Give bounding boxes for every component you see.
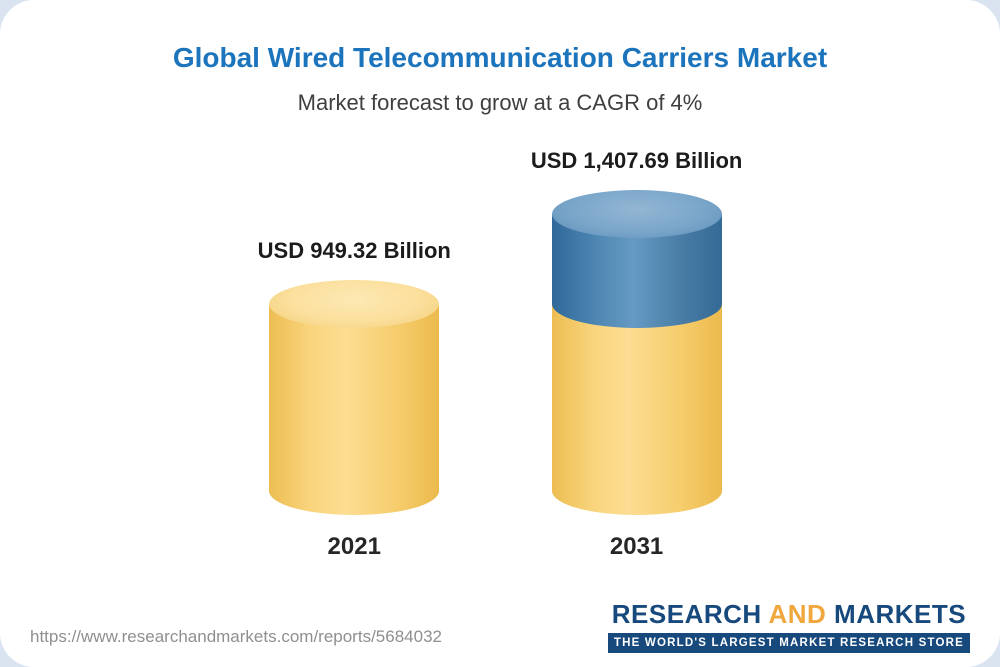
bar-2031-value-label: USD 1,407.69 Billion <box>530 148 743 173</box>
cylinder-2031 <box>551 190 722 515</box>
brand-logo-word-and: AND <box>768 599 827 629</box>
brand-logo: RESEARCH AND MARKETS THE WORLD'S LARGEST… <box>607 599 970 653</box>
bar-group-2021: USD 949.32 Billion 2021 <box>258 238 451 561</box>
bar-group-2031: USD 1,407.69 Billion 2031 <box>531 148 743 561</box>
brand-logo-wordmark: RESEARCH AND MARKETS <box>608 599 970 630</box>
chart-title: Global Wired Telecommunication Carriers … <box>172 42 828 73</box>
cylinder-2021-top-ellipse <box>269 280 440 328</box>
brand-logo-word-markets: MARKETS <box>834 599 967 629</box>
bar-chart: USD 949.32 Billion 2021 USD 1,407.69 Bil… <box>0 148 1000 561</box>
chart-subtitle: Market forecast to grow at a CAGR of 4% <box>297 90 703 115</box>
brand-logo-tagline: THE WORLD'S LARGEST MARKET RESEARCH STOR… <box>607 633 970 653</box>
cylinder-2031-base-segment <box>551 304 722 515</box>
cylinder-2021 <box>269 280 440 515</box>
brand-logo-word-research: RESEARCH <box>611 599 762 629</box>
cylinder-2031-top-ellipse <box>551 190 722 238</box>
source-url[interactable]: https://www.researchandmarkets.com/repor… <box>30 627 442 646</box>
category-label-2021: 2021 <box>327 533 381 560</box>
cylinder-2021-body <box>269 304 440 515</box>
category-label-2031: 2031 <box>609 533 664 560</box>
bar-2021-value-label: USD 949.32 Billion <box>257 238 451 263</box>
